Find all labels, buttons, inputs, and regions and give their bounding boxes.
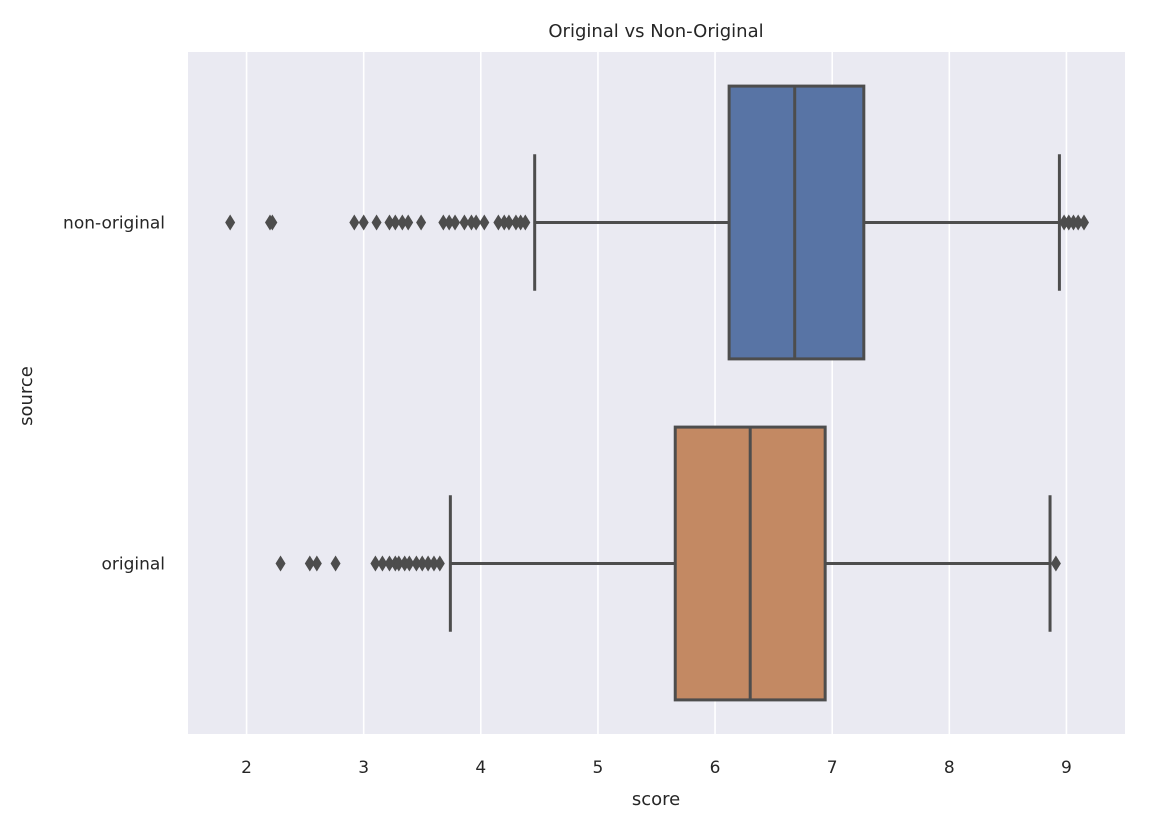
iqr-box	[727, 84, 866, 361]
outlier-point	[393, 555, 404, 572]
outlier-point	[423, 555, 434, 572]
outlier-point	[384, 555, 395, 572]
outlier-point	[417, 555, 428, 572]
plot-area	[188, 52, 1125, 734]
outlier-point	[416, 214, 427, 231]
outlier-point	[438, 214, 449, 231]
outlier-point	[390, 214, 401, 231]
outlier-point	[267, 214, 278, 231]
outlier-point	[411, 555, 422, 572]
outlier-point	[384, 214, 395, 231]
box-original	[275, 425, 1061, 702]
outlier-point	[377, 555, 388, 572]
outlier-point	[311, 555, 322, 572]
outlier-point	[225, 214, 236, 231]
outlier-point	[471, 214, 482, 231]
chart-title: Original vs Non-Original	[548, 21, 763, 42]
outlier-point	[304, 555, 315, 572]
x-tick-label: 6	[710, 758, 721, 778]
outlier-point	[371, 214, 382, 231]
box-non-original	[225, 84, 1090, 361]
outlier-point	[520, 214, 531, 231]
outlier-point	[349, 214, 360, 231]
outlier-point	[330, 555, 341, 572]
x-tick-label: 7	[827, 758, 838, 778]
outlier-point	[370, 555, 381, 572]
x-tick-labels: 2 3 4 5 6 7 8 9	[241, 758, 1072, 778]
y-tick-label: non-original	[63, 214, 165, 234]
outlier-point	[428, 555, 439, 572]
outlier-point	[459, 214, 470, 231]
outlier-point	[1050, 555, 1061, 572]
x-tick-label: 3	[358, 758, 369, 778]
y-tick-labels: non-original original	[63, 214, 165, 575]
x-tick-label: 2	[241, 758, 252, 778]
outlier-point	[503, 214, 514, 231]
x-tick-label: 5	[593, 758, 604, 778]
outlier-point	[434, 555, 445, 572]
outlier-point	[1079, 214, 1090, 231]
outlier-point	[450, 214, 461, 231]
box-series	[225, 84, 1090, 702]
x-axis-label: score	[632, 789, 680, 810]
x-tick-label: 4	[475, 758, 486, 778]
outlier-point	[275, 555, 286, 572]
outlier-point	[1073, 214, 1084, 231]
outlier-point	[403, 214, 414, 231]
x-tick-label: 9	[1061, 758, 1072, 778]
outlier-point	[404, 555, 415, 572]
outlier-point	[444, 214, 455, 231]
outlier-point	[479, 214, 490, 231]
outlier-point	[493, 214, 504, 231]
y-axis-label: source	[16, 366, 37, 426]
outlier-point	[358, 214, 369, 231]
x-tick-label: 8	[944, 758, 955, 778]
outlier-point	[397, 214, 408, 231]
y-tick-label: original	[101, 555, 165, 575]
